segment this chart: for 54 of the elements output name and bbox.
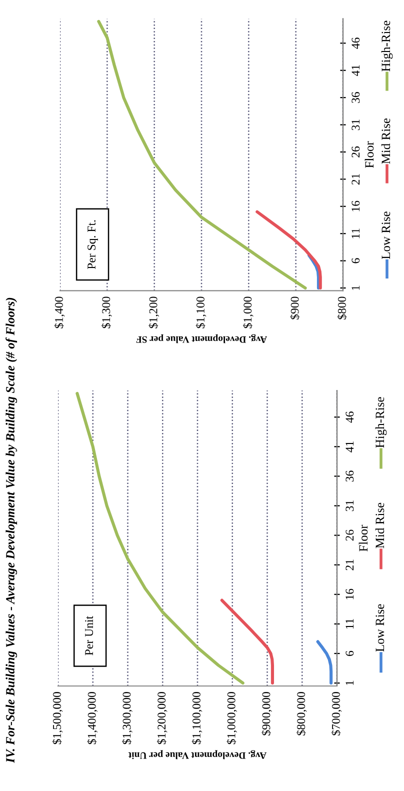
x-tick-label: $1,100,000 [192,692,202,744]
x-tick-label: $1,300 [101,296,112,328]
y-tick-label: 26 [346,530,354,541]
y-tick-label: 6 [352,258,360,264]
y-tick-label: 21 [352,174,360,185]
y-tick-label: 31 [346,500,354,512]
line-series [76,392,244,685]
y-tick-label: 16 [352,200,360,212]
y-tick-label: 1 [346,680,354,685]
y-tick-label: 1 [352,286,360,290]
x-tick-label: $900,000 [262,692,272,736]
x-tick-label: $1,200 [148,296,159,328]
x-axis-title: Avg. Development Value per SF [136,334,267,344]
text: High-Rise [381,20,393,72]
y-tick-label: 11 [352,228,360,238]
y-tick-label: 26 [352,146,360,158]
x-tick-label: $800,000 [296,692,307,736]
y-tick-label: 21 [346,560,354,570]
y-tick-label: 46 [346,412,354,423]
line-series [97,20,307,290]
line-series [220,598,274,685]
y-tick-label: 16 [346,588,354,600]
text: Mid Rise [381,118,390,164]
x-axis-title: Avg. Development Value per Unit [128,750,267,760]
y-tick-label: 6 [346,650,354,656]
x-tick-label: $1,000 [242,296,254,328]
y-tick-label: 36 [352,92,360,103]
y-axis-title: Floor [364,141,374,168]
text: Mid Rise [375,502,384,548]
y-tick-label: 36 [346,470,354,482]
annotation: Per Unit [85,616,94,656]
x-tick-label: $700,000 [331,692,342,736]
annotation: Per Sq. Ft. [88,220,98,270]
text: Low Rise [382,212,390,260]
text: IV. For-Sale Building Values - Average Development Value by Building Scale (# of Floors) [6,298,18,763]
x-tick-label: $900 [290,296,300,320]
text: Low Rise [376,604,384,652]
y-tick-label: 31 [352,120,360,130]
text: High-Rise [375,397,387,448]
x-tick-label: $1,000,000 [226,692,238,744]
y-tick-label: 41 [352,65,360,76]
x-tick-label: $800 [337,296,347,320]
x-tick-label: $1,400 [54,296,65,328]
line-series [316,640,333,685]
x-tick-label: $1,100 [196,296,206,328]
y-tick-label: 46 [352,38,360,49]
x-tick-label: $1,400,000 [87,692,98,744]
line-series [256,210,322,290]
y-tick-label: 41 [346,441,354,452]
x-tick-label: $1,300,000 [122,692,132,744]
x-tick-label: $1,500,000 [52,692,63,744]
y-axis-title: Floor [358,524,368,552]
y-tick-label: 11 [346,618,354,629]
x-tick-label: $1,200,000 [156,692,168,744]
